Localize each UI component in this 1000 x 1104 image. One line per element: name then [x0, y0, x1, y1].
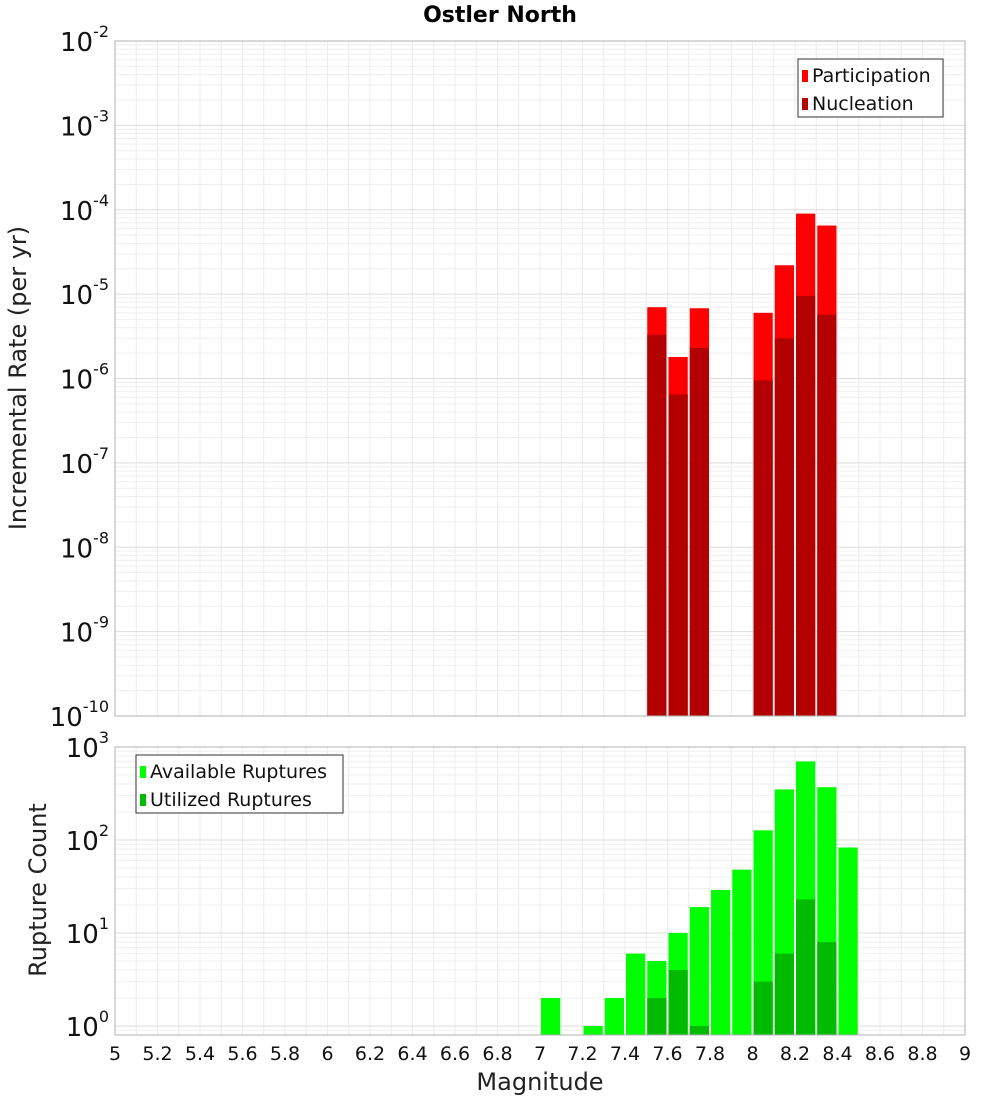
x-tick-label: 7.6: [652, 1043, 682, 1065]
top-legend-swatch: [802, 98, 808, 110]
x-tick-label: 5.6: [227, 1043, 257, 1065]
x-tick-label: 6: [321, 1043, 333, 1065]
x-tick-label: 7.4: [610, 1043, 640, 1065]
bottom-y-tick-label: 101: [66, 914, 109, 950]
x-tick-label: 8.4: [822, 1043, 852, 1065]
top-y-tick-label: 10-3: [60, 106, 109, 142]
x-tick-label: 6.2: [355, 1043, 385, 1065]
top-y-tick-label: 10-6: [60, 360, 109, 396]
bottom-bar-primary: [689, 907, 709, 1035]
bottom-y-tick-label: 103: [66, 728, 109, 764]
bottom-y-tick-label: 100: [66, 1007, 109, 1043]
bottom-bar-primary: [838, 847, 858, 1035]
top-y-axis-label: Incremental Rate (per yr): [4, 226, 32, 530]
top-legend-label: Nucleation: [812, 93, 914, 115]
bottom-bar-primary: [541, 997, 561, 1035]
top-y-tick-label: 10-9: [60, 613, 109, 649]
top-y-tick-label: 10-2: [60, 22, 109, 58]
bottom-y-axis-label: Rupture Count: [24, 803, 52, 977]
top-plot-frame: [114, 40, 966, 717]
bottom-bar-secondary: [796, 899, 816, 1035]
top-y-tick-label: 10-7: [60, 444, 109, 480]
x-tick-label: 8.2: [780, 1043, 810, 1065]
x-tick-label: 6.8: [482, 1043, 512, 1065]
bottom-legend-swatch: [140, 794, 146, 806]
x-tick-label: 7.8: [695, 1043, 725, 1065]
bottom-legend-label: Available Ruptures: [150, 761, 327, 783]
top-bar-secondary: [753, 380, 773, 716]
bottom-legend: [135, 754, 344, 814]
x-axis-label: Magnitude: [476, 1068, 603, 1096]
bottom-bar-secondary: [689, 1025, 709, 1035]
bottom-legend-swatch: [140, 766, 146, 778]
x-tick-label: 6.6: [440, 1043, 470, 1065]
top-bar-secondary: [817, 314, 837, 716]
top-y-tick-label: 10-10: [50, 697, 109, 733]
top-bar-secondary: [668, 394, 688, 716]
x-tick-label: 8.6: [865, 1043, 895, 1065]
x-tick-label: 9: [959, 1043, 971, 1065]
bottom-bar-primary: [583, 1025, 603, 1035]
bottom-y-tick-label: 102: [66, 821, 109, 857]
bottom-bar-secondary: [774, 953, 794, 1035]
top-bar-secondary: [647, 334, 667, 716]
x-tick-label: 7: [534, 1043, 546, 1065]
top-legend: [797, 58, 944, 118]
x-tick-label: 7.2: [567, 1043, 597, 1065]
bottom-bar-primary: [711, 889, 731, 1035]
top-bar-secondary: [796, 296, 816, 716]
x-tick-label: 6.4: [397, 1043, 427, 1065]
top-legend-swatch: [802, 70, 808, 82]
x-tick-label: 5.8: [270, 1043, 300, 1065]
bottom-plot-frame: [114, 746, 966, 1036]
bottom-bar-secondary: [668, 969, 688, 1035]
top-legend-label: Participation: [812, 65, 931, 87]
top-y-tick-label: 10-5: [60, 275, 109, 311]
x-tick-label: 5: [109, 1043, 121, 1065]
bottom-bar-secondary: [647, 997, 667, 1035]
top-y-tick-label: 10-4: [60, 191, 109, 227]
chart-title: Ostler North: [423, 3, 577, 28]
bottom-bar-primary: [604, 997, 624, 1035]
top-bar-secondary: [774, 338, 794, 716]
bottom-bar-primary: [732, 869, 752, 1035]
top-bar-secondary: [689, 347, 709, 716]
bottom-bar-secondary: [753, 981, 773, 1035]
x-tick-label: 8: [746, 1043, 758, 1065]
top-y-tick-label: 10-8: [60, 528, 109, 564]
x-tick-label: 8.8: [907, 1043, 937, 1065]
bottom-bar-secondary: [817, 942, 837, 1035]
x-tick-label: 5.4: [185, 1043, 215, 1065]
bottom-legend-label: Utilized Ruptures: [150, 789, 312, 811]
bottom-bar-primary: [626, 953, 646, 1035]
x-tick-label: 5.2: [142, 1043, 172, 1065]
